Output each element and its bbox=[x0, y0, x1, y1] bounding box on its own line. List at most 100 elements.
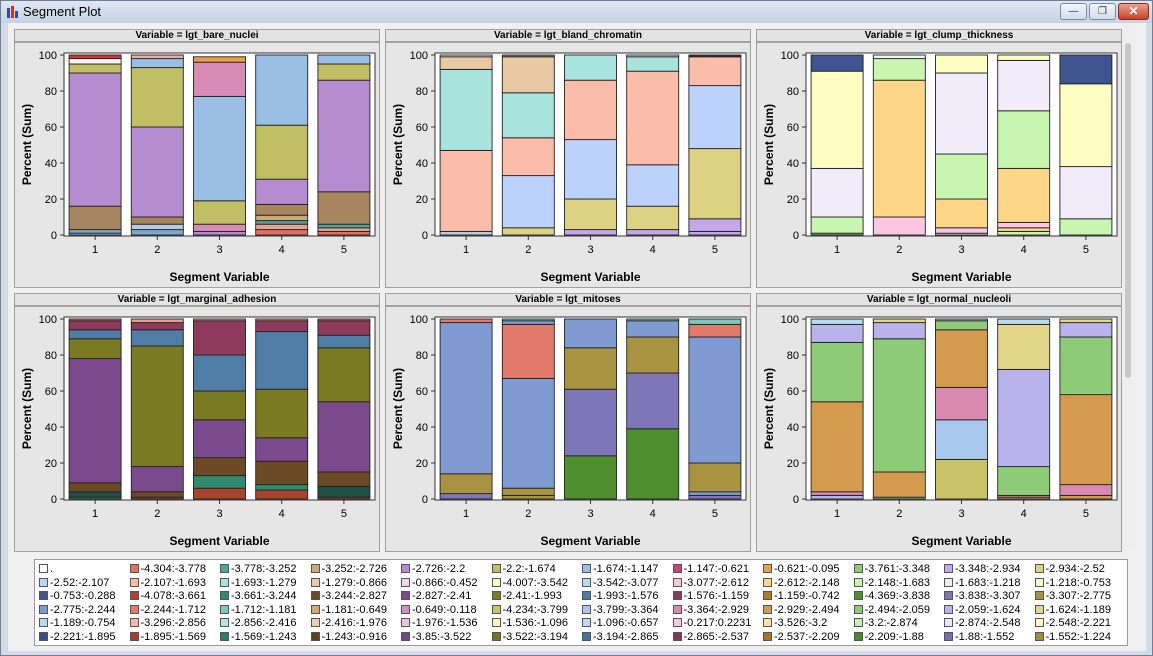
y-tick-label: 40 bbox=[416, 422, 428, 434]
bar-segment bbox=[193, 354, 246, 392]
legend-label: -1.88:-1.552 bbox=[955, 631, 1015, 643]
bar-segment bbox=[564, 347, 617, 390]
y-tick-label: 100 bbox=[781, 314, 799, 326]
legend-label: -0.753:-0.288 bbox=[50, 590, 116, 603]
legend-label: -1.624:-1.189 bbox=[1045, 603, 1111, 616]
y-tick-label: 0 bbox=[422, 494, 428, 506]
bar-segment bbox=[193, 56, 246, 63]
legend-swatch bbox=[763, 577, 772, 587]
legend-swatch bbox=[220, 591, 229, 601]
bar-segment bbox=[317, 79, 371, 193]
bar-segment bbox=[626, 428, 680, 500]
legend-label: -2.107:-1.693 bbox=[140, 576, 206, 589]
x-axis-label: Segment Variable bbox=[540, 270, 640, 284]
y-tick-label: 80 bbox=[787, 86, 799, 98]
bar-segment bbox=[935, 318, 988, 322]
y-tick-label: 100 bbox=[39, 50, 57, 62]
bar-segment bbox=[626, 229, 680, 236]
legend-label: -3.2:-2.874 bbox=[864, 617, 918, 630]
y-tick-label: 60 bbox=[45, 122, 57, 134]
chart-normal-nucleoli: 0 20 40 60 80 100 1 2 3 4 5 Segment Variable Percent… bbox=[762, 314, 1118, 548]
bar-segment bbox=[439, 230, 493, 236]
bar-segment bbox=[501, 227, 555, 236]
legend-swatch bbox=[582, 564, 591, 573]
bar-segment bbox=[501, 320, 555, 325]
bar-segment bbox=[255, 320, 309, 333]
x-tick-label: 3 bbox=[958, 244, 964, 256]
panel-clump-thickness: 0 20 40 60 80 100 1 2 3 4 5 Segment Variable Percent… bbox=[756, 42, 1122, 288]
bar-segment bbox=[626, 164, 680, 207]
bar-segment bbox=[997, 59, 1051, 112]
bar-segment bbox=[501, 54, 555, 58]
legend-swatch bbox=[944, 591, 953, 601]
bar-segment bbox=[935, 198, 988, 229]
legend-swatch bbox=[129, 632, 139, 641]
bar-segment bbox=[997, 54, 1051, 61]
bar-segment bbox=[255, 388, 309, 439]
bar-segment bbox=[317, 320, 371, 336]
bar-segment bbox=[997, 318, 1051, 325]
legend-swatch bbox=[853, 632, 863, 641]
bar-segment bbox=[626, 320, 680, 338]
bar-segment bbox=[935, 419, 988, 460]
legend-swatch bbox=[582, 577, 591, 587]
vertical-scrollbar[interactable] bbox=[1122, 23, 1136, 551]
legend-label: -2.548:-2.221 bbox=[1045, 617, 1111, 630]
bar-segment bbox=[68, 54, 122, 60]
close-button[interactable]: ✕ bbox=[1118, 3, 1149, 20]
bar-segment bbox=[1059, 218, 1113, 236]
restore-button[interactable]: ❐ bbox=[1089, 3, 1116, 20]
bar-segment bbox=[997, 110, 1051, 169]
minimize-button[interactable]: — bbox=[1060, 3, 1087, 20]
bar-segment bbox=[439, 473, 493, 495]
bar-segment bbox=[688, 54, 742, 58]
title-bar[interactable]: Segment Plot — ❐ ✕ bbox=[1, 1, 1152, 23]
bar-segment bbox=[193, 318, 246, 322]
legend-label: -2.856:-2.416 bbox=[231, 617, 297, 630]
legend-label: -2.934:-2.52 bbox=[1045, 563, 1105, 575]
legend-label: -1.674:-1.147 bbox=[593, 563, 659, 575]
bar-segment bbox=[935, 153, 988, 200]
bar-segment bbox=[997, 368, 1051, 468]
bar-segment bbox=[688, 318, 742, 325]
bar-segment bbox=[688, 323, 742, 338]
bar-segment bbox=[255, 437, 309, 462]
bar-segment bbox=[439, 68, 493, 151]
x-tick-label: 4 bbox=[279, 508, 285, 520]
legend-swatch bbox=[129, 577, 139, 587]
bar-segment bbox=[688, 336, 742, 464]
legend-label: -2.148:-1.683 bbox=[864, 576, 930, 589]
panel-title-bland-chromatin: Variable = lgt_bland_chromatin bbox=[385, 29, 751, 42]
bar-segment bbox=[1059, 54, 1113, 85]
bar-segment bbox=[935, 227, 988, 234]
x-tick-label: 2 bbox=[154, 244, 160, 256]
bar-segment bbox=[810, 70, 864, 169]
legend-swatch bbox=[1034, 564, 1044, 573]
bar-segment bbox=[997, 227, 1051, 232]
legend-label: -2.827:-2.41 bbox=[412, 590, 472, 603]
legend-swatch bbox=[672, 618, 682, 628]
bar-segment bbox=[626, 318, 680, 322]
bar-segment bbox=[810, 491, 864, 496]
y-tick-label: 60 bbox=[416, 386, 428, 398]
y-tick-label: 80 bbox=[416, 86, 428, 98]
y-tick-label: 20 bbox=[45, 194, 57, 206]
y-tick-label: 80 bbox=[45, 350, 57, 362]
legend-swatch bbox=[853, 591, 863, 601]
legend-swatch bbox=[944, 618, 953, 628]
legend-label: -2.494:-2.059 bbox=[864, 603, 930, 616]
x-tick-label: 2 bbox=[896, 244, 902, 256]
bar-segment bbox=[935, 458, 988, 500]
bar-segment bbox=[255, 214, 309, 222]
scrollbar-thumb[interactable] bbox=[1125, 43, 1131, 378]
panel-title-normal-nucleoli: Variable = lgt_normal_nucleoli bbox=[756, 293, 1122, 306]
bar-segment bbox=[872, 58, 926, 81]
legend-swatch bbox=[582, 632, 591, 641]
x-tick-label: 1 bbox=[92, 508, 98, 520]
panel-title-mitoses: Variable = lgt_mitoses bbox=[385, 293, 751, 306]
legend-swatch bbox=[39, 618, 48, 628]
bar-segment bbox=[688, 230, 742, 236]
legend-label: -2.059:-1.624 bbox=[955, 603, 1021, 616]
chart-bland-chromatin: 0 20 40 60 80 100 1 2 3 4 5 Segment Variable Percent… bbox=[391, 50, 747, 284]
